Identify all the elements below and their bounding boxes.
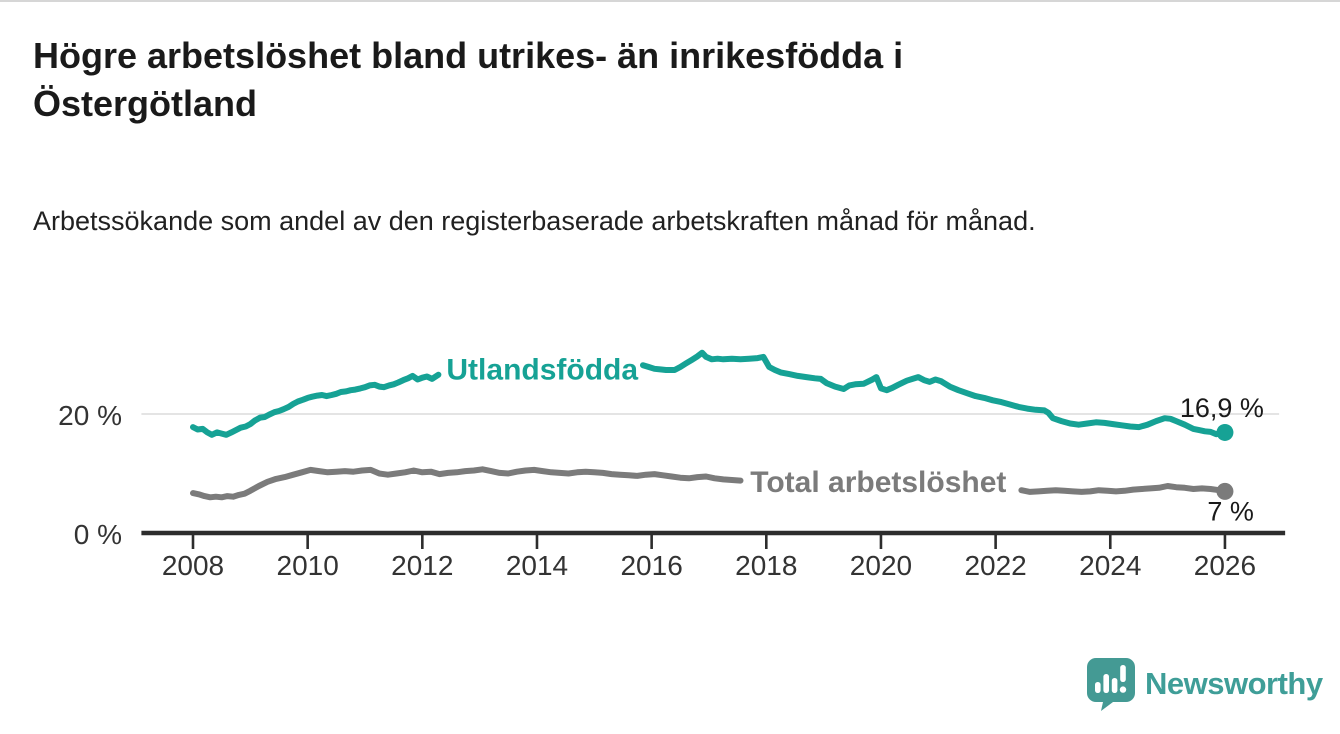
series-inline-label-total-arbetsl-shet: Total arbetslöshet	[750, 466, 1006, 499]
newsworthy-logo-icon	[1087, 658, 1135, 711]
x-tick-label: 2014	[506, 550, 568, 581]
y-tick-label: 0 %	[74, 519, 122, 550]
x-tick-label: 2024	[1079, 550, 1141, 581]
x-tick-label: 2026	[1194, 550, 1256, 581]
series-line-total-arbetsl-shet-seg2	[1018, 483, 1228, 495]
x-tick-label: 2012	[391, 550, 453, 581]
series-end-value-label-utlandsf-dda: 16,9 %	[1180, 393, 1264, 423]
series-endpoint-dot-utlandsf-dda	[1216, 423, 1234, 441]
y-tick-label: 20 %	[58, 400, 122, 431]
x-tick-label: 2008	[162, 550, 224, 581]
chart-subtitle: Arbetssökande som andel av den registerb…	[33, 206, 1036, 236]
series-line-utlandsf-dda-seg1	[190, 371, 442, 438]
series-line-total-arbetsl-shet-seg1	[190, 466, 744, 501]
series-inline-label-utlandsf-dda: Utlandsfödda	[446, 353, 638, 386]
x-tick-label: 2010	[277, 550, 339, 581]
x-tick-label: 2022	[964, 550, 1026, 581]
newsworthy-logo: Newsworthy	[1086, 657, 1323, 711]
series-line-utlandsf-dda-seg2	[640, 349, 1228, 438]
x-tick-label: 2016	[620, 550, 682, 581]
x-tick-label: 2018	[735, 550, 797, 581]
newsworthy-logo-text: Newsworthy	[1145, 666, 1323, 701]
series-end-value-label-total-arbetsl-shet: 7 %	[1207, 497, 1254, 527]
x-tick-label: 2020	[850, 550, 912, 581]
series-endpoint-dot-total-arbetsl-shet	[1216, 482, 1234, 500]
chart-title: Högre arbetslöshet bland utrikes- än inr…	[33, 35, 904, 124]
